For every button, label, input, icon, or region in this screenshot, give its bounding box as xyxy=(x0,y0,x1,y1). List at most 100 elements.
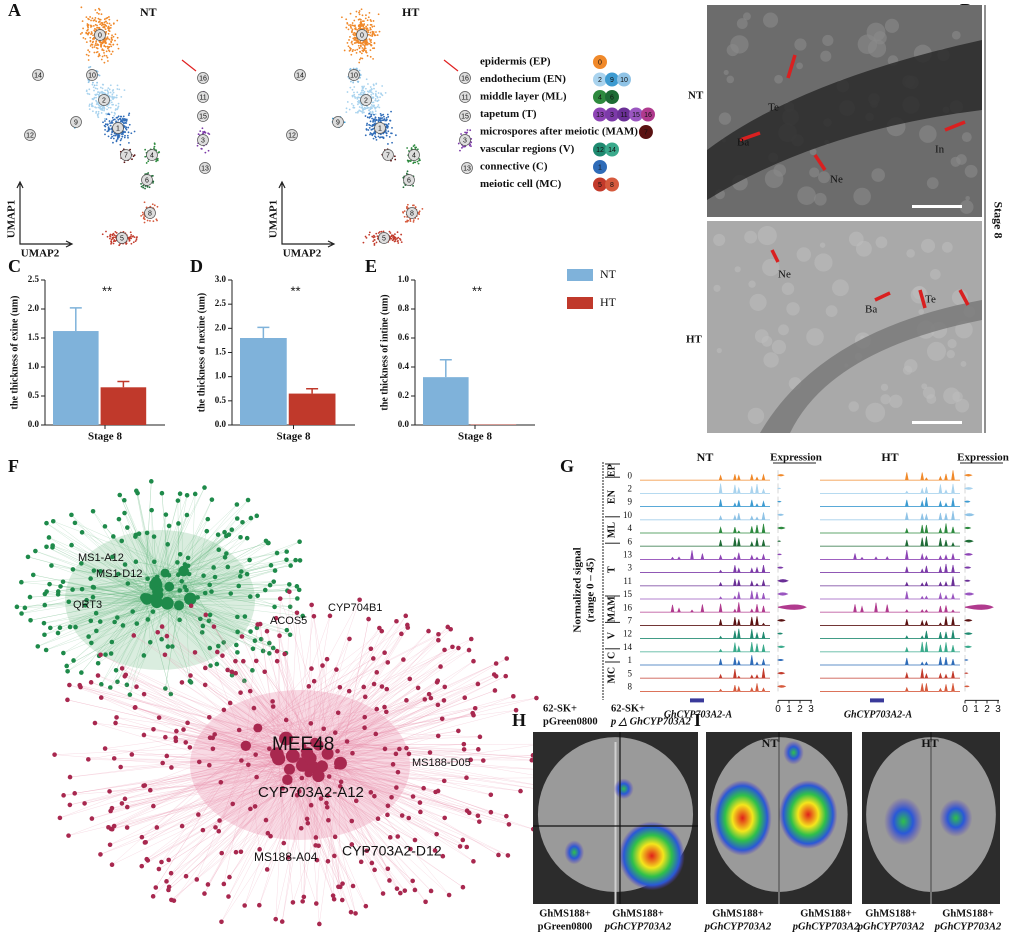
network-node xyxy=(407,676,413,682)
track-signal xyxy=(640,590,770,600)
network-edge xyxy=(50,586,170,629)
umap-cell xyxy=(155,160,158,163)
umap-cell xyxy=(105,55,108,57)
hub-node xyxy=(321,747,334,760)
expression-violin xyxy=(964,579,971,582)
network-node xyxy=(225,564,231,570)
panel-label: C xyxy=(8,256,21,276)
umap-cell xyxy=(103,118,106,120)
umap-cell xyxy=(111,135,114,138)
network-edge xyxy=(169,586,291,607)
umap-cell xyxy=(365,40,368,43)
network-node xyxy=(326,774,332,779)
network-node xyxy=(67,802,73,808)
network-node xyxy=(159,859,164,865)
umap-cell xyxy=(117,107,119,109)
network-edge xyxy=(111,602,157,654)
tem-texture xyxy=(734,266,741,273)
tem-texture xyxy=(820,50,832,62)
umap-cell xyxy=(348,108,351,111)
network-node xyxy=(166,887,171,893)
legend-cluster: 10 xyxy=(620,77,628,84)
network-edge xyxy=(302,765,375,870)
network-node xyxy=(225,667,230,673)
network-edge xyxy=(111,779,288,865)
umap-cell xyxy=(385,119,388,122)
leaf-caption: 62-SK+ xyxy=(543,703,577,714)
network-node xyxy=(136,531,142,537)
umap-cell xyxy=(370,28,372,31)
umap-cell xyxy=(385,134,388,137)
umap-cell xyxy=(100,45,102,48)
network-node xyxy=(67,774,73,780)
network-node xyxy=(492,688,498,693)
umap-cell xyxy=(120,137,123,140)
umap-cell xyxy=(360,18,362,21)
hub-node xyxy=(178,565,189,577)
network-edge xyxy=(292,621,397,757)
umap-cell xyxy=(94,27,96,30)
umap-cell xyxy=(87,49,90,52)
umap-cell xyxy=(97,12,100,15)
network-node xyxy=(477,734,483,740)
umap-cell xyxy=(114,134,117,137)
umap-cell xyxy=(101,22,104,24)
network-node xyxy=(288,563,293,568)
network-node xyxy=(274,550,280,556)
umap-cell xyxy=(375,31,377,33)
umap-cell xyxy=(359,76,361,79)
tem-texture xyxy=(832,279,849,297)
network-edge xyxy=(167,515,257,604)
umap-cell xyxy=(110,40,112,43)
network-edge xyxy=(156,602,245,681)
network-edge xyxy=(340,763,414,797)
umap-cell xyxy=(383,118,386,120)
network-node xyxy=(284,557,289,563)
network-node xyxy=(177,617,182,623)
network-node xyxy=(294,584,300,589)
y-axis-label: the thickness of exine (um) xyxy=(9,296,20,410)
umap-cell xyxy=(92,98,95,101)
network-node xyxy=(405,622,410,628)
tem-texture xyxy=(921,238,936,253)
network-node xyxy=(175,560,180,565)
umap-cell xyxy=(417,218,420,220)
umap-cell xyxy=(369,86,372,88)
umap-cell xyxy=(376,100,379,103)
umap-cell xyxy=(381,119,383,122)
network-node xyxy=(207,714,212,720)
tem-texture xyxy=(875,236,888,249)
cluster-label: 14 xyxy=(296,72,304,79)
network-node xyxy=(151,726,156,732)
network-node xyxy=(236,583,242,589)
node-label: MS188-D05 xyxy=(412,757,471,769)
umap-cell xyxy=(116,84,119,87)
track-signal xyxy=(640,523,770,534)
cluster-badge xyxy=(294,69,306,81)
network-edge xyxy=(93,570,156,586)
umap-cell xyxy=(197,133,200,136)
cluster-label: 9 xyxy=(74,119,78,126)
umap-cell xyxy=(406,159,409,162)
network-edge xyxy=(307,752,533,756)
umap-cell xyxy=(403,210,406,213)
network-edge xyxy=(158,766,323,870)
network-node xyxy=(164,753,170,759)
umap-cell xyxy=(104,120,106,122)
umap-cell xyxy=(100,58,103,61)
umap-cell xyxy=(115,133,118,136)
network-node xyxy=(504,813,509,819)
track-signal xyxy=(640,564,770,573)
network-edge xyxy=(30,591,158,598)
group-label: C xyxy=(606,652,617,659)
umap-cell xyxy=(109,43,112,46)
luminescence xyxy=(783,740,804,765)
network-edge xyxy=(257,629,451,729)
network-edge xyxy=(145,745,246,843)
cluster-badge xyxy=(116,232,128,244)
network-node xyxy=(60,579,66,585)
network-edge xyxy=(74,753,328,794)
network-node xyxy=(183,740,189,745)
umap-cell xyxy=(196,144,199,147)
network-node xyxy=(308,721,314,726)
